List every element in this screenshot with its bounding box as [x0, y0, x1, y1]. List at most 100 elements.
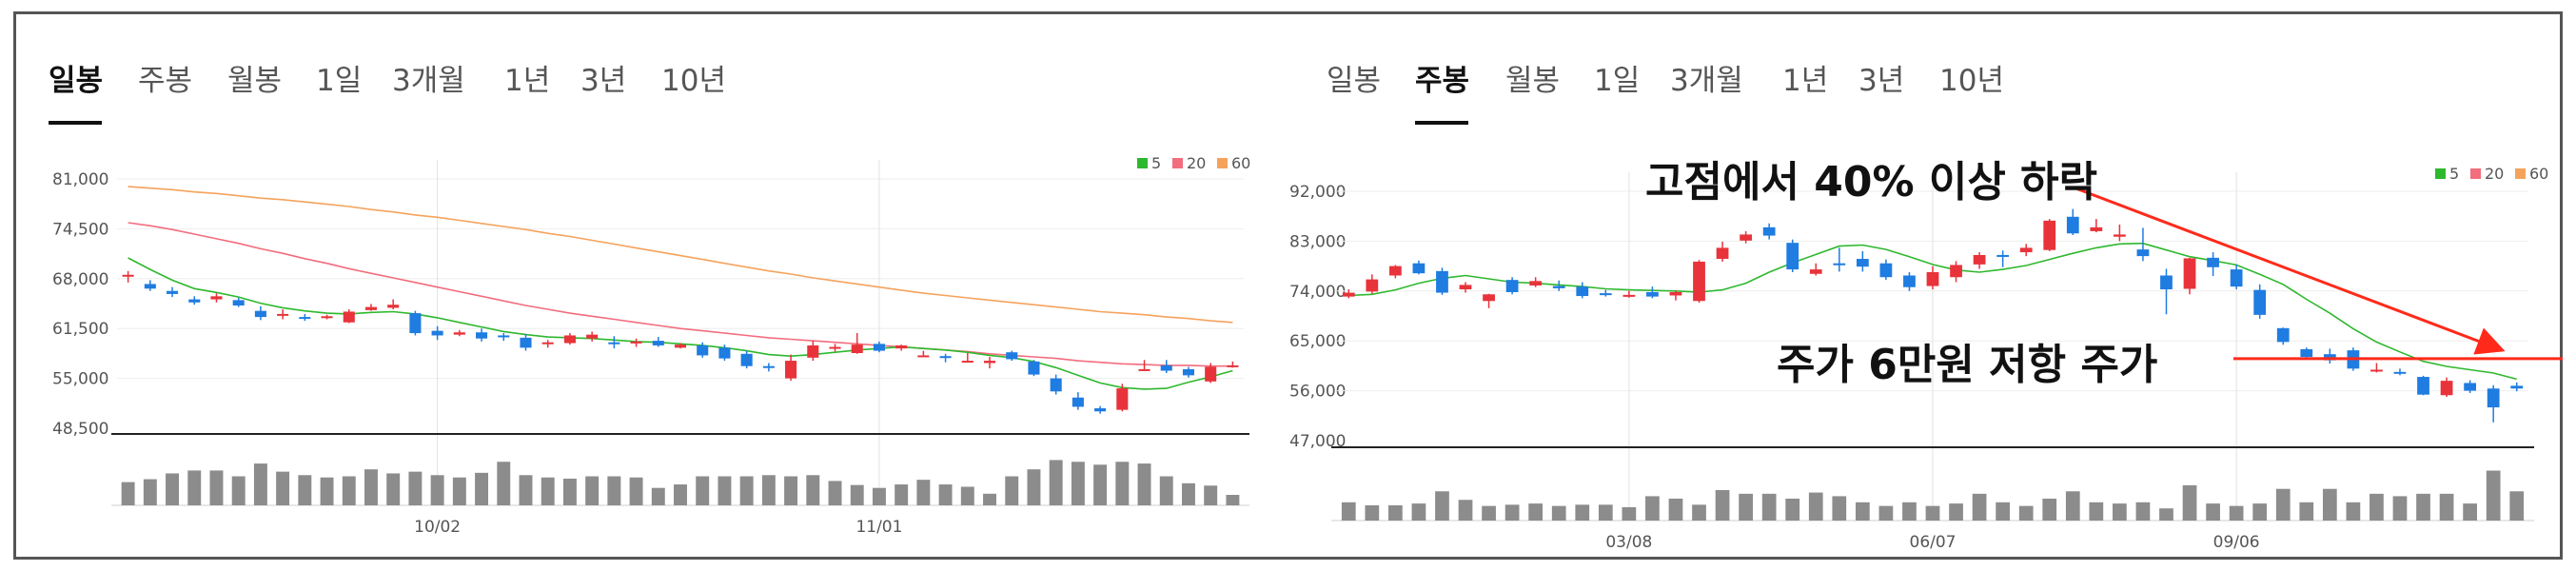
candle-body [983, 361, 996, 364]
volume-bar [1204, 485, 1218, 505]
tab-1일[interactable]: 1일 [316, 64, 363, 98]
volume-bar [231, 476, 246, 505]
volume-bar [784, 476, 798, 505]
volume-bar [497, 462, 511, 505]
volume-bar [2346, 502, 2361, 521]
volume-bar [2042, 498, 2057, 521]
candle-body [343, 311, 355, 323]
candle-body [1388, 266, 1402, 276]
tab-일봉[interactable]: 일봉 [1327, 64, 1382, 98]
legend-swatch [2515, 168, 2526, 179]
weekly-candlestick-chart: 92,00083,00074,00065,00056,00047,00003/0… [1289, 165, 2563, 552]
volume-bar [2159, 508, 2173, 521]
tab-1년[interactable]: 1년 [1782, 64, 1829, 98]
y-tick-label: 68,000 [52, 270, 108, 289]
volume-bar [2439, 493, 2454, 521]
candle-body [277, 313, 289, 316]
candle-body [961, 361, 973, 364]
volume-bar [2370, 493, 2384, 521]
tab-1년[interactable]: 1년 [504, 64, 551, 98]
volume-bar [1365, 505, 1380, 521]
volume-bar [1071, 462, 1085, 505]
volume-bar [320, 477, 334, 505]
candle-body [1436, 270, 1448, 293]
candle-body [2207, 257, 2219, 267]
candle-body [740, 353, 753, 366]
tab-10년[interactable]: 10년 [1939, 64, 2004, 98]
candle-body [1138, 368, 1150, 371]
volume-bar [1598, 504, 1613, 521]
tab-일봉[interactable]: 일봉 [49, 64, 104, 98]
volume-bar [2509, 491, 2525, 521]
candle-body [2464, 383, 2477, 391]
volume-bar [1715, 490, 1730, 521]
volume-bar [452, 477, 466, 505]
candle-body [1599, 293, 1612, 296]
volume-bar [475, 472, 489, 505]
volume-bar [541, 477, 555, 505]
tab-10년[interactable]: 10년 [661, 64, 726, 98]
y-tick-label: 74,000 [1289, 283, 1346, 302]
tab-3년[interactable]: 3년 [580, 64, 627, 98]
candle-body [2417, 377, 2429, 395]
y-tick-label: 55,000 [52, 370, 108, 389]
candle-body [2300, 348, 2313, 358]
ma-5-line [1348, 242, 2517, 381]
volume-bar [2416, 493, 2430, 521]
x-tick-label: 03/08 [1605, 533, 1652, 552]
drop-annotation: 고점에서 40% 이상 하락 [1645, 158, 2098, 207]
volume-bar [1504, 504, 1520, 521]
tab-3개월[interactable]: 3개월 [1670, 64, 1743, 98]
y-tick-label: 61,500 [52, 320, 108, 339]
candle-body [2136, 249, 2150, 257]
candle-body [1996, 254, 2010, 257]
volume-bar [143, 479, 157, 505]
volume-bar [1093, 464, 1108, 505]
volume-bar [562, 478, 577, 505]
tab-주봉[interactable]: 주봉 [138, 64, 193, 98]
volume-bar [364, 469, 378, 505]
candle-body [652, 341, 664, 345]
volume-bar [2182, 484, 2197, 521]
candle-body [1552, 286, 1565, 288]
candle-body [1833, 263, 1846, 266]
legend-swatch [1172, 158, 1183, 168]
volume-bar [1925, 505, 1940, 521]
candle-body [1856, 259, 1869, 267]
tab-3년[interactable]: 3년 [1858, 64, 1905, 98]
y-tick-label: 74,500 [52, 220, 108, 239]
volume-bar [298, 475, 312, 505]
volume-bar [2113, 503, 2127, 521]
legend-label-20: 20 [1187, 154, 1206, 172]
candle-body [1094, 408, 1107, 412]
tab-3개월[interactable]: 3개월 [392, 64, 465, 98]
volume-bar [1411, 503, 1426, 521]
tab-주봉[interactable]: 주봉 [1415, 64, 1470, 98]
volume-bar [1341, 502, 1356, 521]
candle-body [2393, 371, 2407, 374]
daily-chart-panel: 일봉 주봉 월봉 1일 3개월 1년 3년 10년 81,000 74,500 68,000 61,… [16, 14, 1282, 557]
candle-body [2019, 247, 2033, 253]
volume-bar [2089, 502, 2104, 521]
volume-bar [1551, 505, 1566, 521]
tab-월봉[interactable]: 월봉 [1505, 64, 1561, 98]
tab-1일[interactable]: 1일 [1594, 64, 1641, 98]
candle-body [1950, 265, 1962, 278]
candle-body [431, 330, 443, 336]
y-tick-label: 81,000 [52, 170, 108, 189]
tab-월봉[interactable]: 월봉 [227, 64, 283, 98]
candle-body [851, 345, 863, 353]
resistance-annotation: 주가 6만원 저항 주가 [1777, 341, 2158, 389]
candle-body [520, 337, 532, 348]
candle-body [1116, 388, 1129, 410]
volume-bar [2206, 503, 2220, 521]
volume-bar [960, 486, 974, 505]
x-tick-label: 09/06 [2213, 533, 2260, 552]
volume-bar [696, 476, 710, 505]
volume-bar [187, 470, 202, 505]
candle-body [1006, 352, 1018, 360]
volume-bar [1878, 505, 1894, 521]
volume-bar [386, 473, 401, 505]
volume-bar [1027, 469, 1041, 505]
volume-bar [1855, 502, 1870, 521]
